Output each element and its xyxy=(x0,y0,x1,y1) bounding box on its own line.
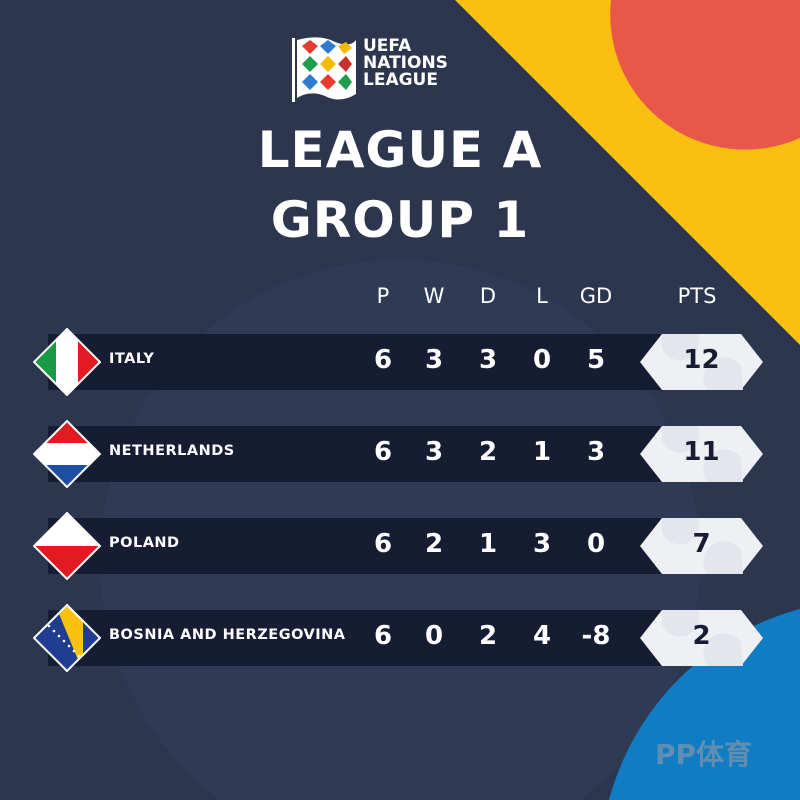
team-name: BOSNIA AND HERZEGOVINA xyxy=(109,627,346,643)
stat-pts: 7 xyxy=(692,529,711,559)
col-header-pts: PTS xyxy=(677,284,717,308)
stat-gd: 5 xyxy=(586,345,606,375)
col-header-gd: GD xyxy=(579,284,613,308)
stat-w: 2 xyxy=(424,529,444,559)
stat-d: 2 xyxy=(478,437,498,467)
standings-row xyxy=(48,334,700,390)
stat-gd: 3 xyxy=(586,437,606,467)
stat-gd: -8 xyxy=(581,621,611,651)
blue-circle xyxy=(609,609,800,800)
netherlands-flag-icon xyxy=(33,420,101,488)
stat-p: 6 xyxy=(373,345,393,375)
stat-pts: 12 xyxy=(683,345,720,375)
stat-p: 6 xyxy=(373,437,393,467)
stat-gd: 0 xyxy=(586,529,606,559)
italy-flag-icon xyxy=(33,328,101,396)
standings-row xyxy=(48,518,700,574)
stat-p: 6 xyxy=(373,621,393,651)
col-header-p: P xyxy=(376,284,390,308)
pts-badge xyxy=(640,426,763,482)
stat-w: 3 xyxy=(424,437,444,467)
team-name: ITALY xyxy=(109,351,155,367)
stat-l: 3 xyxy=(532,529,552,559)
title-league: LEAGUE A xyxy=(257,121,543,179)
stat-d: 2 xyxy=(478,621,498,651)
poland-flag-icon xyxy=(33,512,101,580)
pts-badge xyxy=(640,334,763,390)
stat-l: 1 xyxy=(532,437,552,467)
standings-row xyxy=(48,610,700,666)
title-group: GROUP 1 xyxy=(270,191,530,249)
team-name: NETHERLANDS xyxy=(109,443,235,459)
col-header-l: L xyxy=(536,284,548,308)
stat-w: 3 xyxy=(424,345,444,375)
red-circle xyxy=(610,0,800,150)
uefa-nations-league-logo xyxy=(292,37,356,102)
standings-row xyxy=(48,426,700,482)
pts-badge xyxy=(640,610,763,666)
team-name: POLAND xyxy=(109,535,180,551)
stat-pts: 11 xyxy=(683,437,720,467)
stat-p: 6 xyxy=(373,529,393,559)
col-header-d: D xyxy=(479,284,497,308)
stat-l: 4 xyxy=(532,621,552,651)
pts-badge xyxy=(640,518,763,574)
stat-d: 3 xyxy=(478,345,498,375)
stat-l: 0 xyxy=(532,345,552,375)
logo-wordmark: UEFA NATIONS LEAGUE xyxy=(363,36,448,90)
pp-sports-watermark: PP体育 xyxy=(655,738,753,771)
col-header-w: W xyxy=(423,284,445,308)
stat-w: 0 xyxy=(424,621,444,651)
stat-pts: 2 xyxy=(692,621,711,651)
stat-d: 1 xyxy=(478,529,498,559)
bosnia-flag-icon xyxy=(33,604,101,672)
